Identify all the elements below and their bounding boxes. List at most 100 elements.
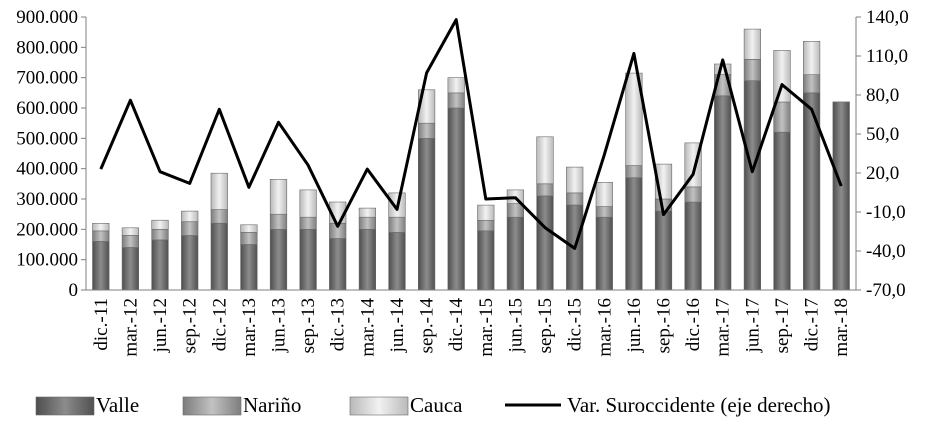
bar-nari-o — [743, 59, 761, 82]
x-tick-label: mar.-17 — [713, 298, 734, 357]
x-tick-label: sep.-13 — [298, 298, 319, 353]
bar-cauca — [802, 40, 821, 76]
bar-valle — [447, 107, 465, 291]
x-tick-label: dic.-13 — [328, 298, 349, 351]
bar-nari-o — [210, 209, 228, 224]
y-left-tick-label: 400.000 — [16, 159, 78, 180]
legend-label-var-suroccidente-eje-derecho: Var. Suroccidente (eje derecho) — [567, 393, 831, 417]
bar-cauca — [566, 166, 584, 194]
bar-nari-o — [773, 101, 791, 133]
bar-nari-o — [388, 216, 406, 233]
x-tick-label: mar.-18 — [831, 298, 852, 357]
bar-cauca — [299, 189, 317, 218]
bar-cauca — [358, 207, 377, 218]
x-tick-label: jun.-13 — [269, 298, 290, 353]
bar-nari-o — [625, 165, 643, 179]
bar-valle — [625, 177, 643, 291]
bar-cauca — [181, 210, 199, 223]
legend-swatch-nari-o — [182, 396, 242, 416]
y-left-tick-label: 500.000 — [16, 128, 78, 149]
y-left-tick-label: 900.000 — [16, 7, 78, 28]
bar-valle — [654, 210, 673, 291]
bar-cauca — [447, 77, 465, 94]
bar-group — [92, 28, 850, 291]
x-tick-label: mar.-13 — [239, 298, 260, 357]
bar-nari-o — [417, 122, 436, 139]
y-left-tick-label: 800.000 — [16, 37, 78, 58]
bar-valle — [743, 80, 761, 291]
bar-nari-o — [536, 183, 554, 197]
bar-nari-o — [477, 219, 495, 232]
x-tick-label: dic.-15 — [565, 298, 586, 351]
y-right-tick-label: -10,0 — [866, 202, 906, 223]
y-right-tick-label: -70,0 — [866, 280, 906, 301]
bar-valle — [832, 101, 850, 291]
y-right-tick-label: 110,0 — [866, 46, 908, 67]
bar-valle — [388, 232, 406, 291]
bar-cauca — [92, 223, 110, 232]
y-right-tick-label: 80,0 — [866, 85, 899, 106]
x-tick-label: mar.-15 — [476, 298, 497, 357]
line-var-suroccidente — [99, 18, 843, 250]
bar-nari-o — [269, 213, 288, 230]
x-tick-label: mar.-14 — [357, 298, 378, 357]
bar-cauca — [210, 172, 228, 210]
y-left-tick-label: 300.000 — [16, 189, 78, 210]
legend: Valle Nariño Cauca Var. Suroccidente (eje d… — [35, 393, 831, 417]
x-tick-label: mar.-16 — [594, 298, 615, 357]
x-tick-label: sep.-17 — [772, 298, 793, 353]
bar-nari-o — [240, 232, 258, 245]
bar-valle — [506, 216, 525, 291]
bar-nari-o — [92, 230, 110, 242]
x-tick-label: jun.-15 — [505, 298, 526, 353]
bar-valle — [684, 201, 702, 291]
y-right-tick-label: 20,0 — [866, 163, 899, 184]
bar-nari-o — [151, 229, 169, 241]
y-left-tick-label: 100.000 — [16, 250, 78, 271]
bar-valle — [181, 235, 199, 291]
bar-valle — [358, 229, 377, 291]
x-tick-label: sep.-15 — [535, 298, 556, 353]
bar-valle — [714, 95, 732, 291]
bar-valle — [151, 239, 169, 291]
bar-valle — [92, 241, 110, 291]
line-group — [99, 18, 843, 250]
bar-valle — [329, 238, 347, 291]
bar-cauca — [240, 224, 258, 233]
y-right-tick-label: -40,0 — [866, 241, 906, 262]
bar-nari-o — [566, 192, 584, 206]
y-left-tick-label: 200.000 — [16, 219, 78, 240]
legend-label-cauca: Cauca — [410, 393, 463, 417]
axes: 0 100.000 200.000 300.000 400.000 500.000 600.… — [16, 7, 909, 357]
x-tick-label: jun.-16 — [624, 298, 645, 353]
bar-cauca — [536, 136, 554, 185]
x-tick-label: dic.-16 — [683, 298, 704, 351]
bar-valle — [210, 223, 228, 291]
bar-nari-o — [684, 186, 702, 203]
x-tick-label: jun.-14 — [387, 298, 408, 354]
bar-nari-o — [802, 74, 821, 94]
bar-valle — [417, 138, 436, 291]
x-tick-label: dic.-12 — [209, 298, 230, 351]
bar-valle — [121, 247, 139, 291]
x-tick-label: sep.-12 — [180, 298, 201, 353]
bar-nari-o — [447, 92, 465, 109]
bar-valle — [299, 229, 317, 291]
bar-cauca — [625, 72, 643, 166]
bar-cauca — [595, 182, 613, 207]
bar-nari-o — [595, 206, 613, 218]
bar-valle — [773, 132, 791, 291]
bar-cauca — [269, 179, 288, 215]
bar-nari-o — [121, 235, 139, 248]
x-tick-label: jun.-12 — [150, 298, 171, 353]
x-tick-label: dic.-17 — [802, 298, 823, 351]
bar-nari-o — [181, 221, 199, 236]
y-left-tick-label: 0 — [69, 280, 79, 301]
y-right-tick-label: 50,0 — [866, 124, 899, 145]
bar-cauca — [121, 227, 139, 236]
y-left-tick-label: 600.000 — [16, 98, 78, 119]
bar-valle — [477, 230, 495, 291]
legend-label-nari-o: Nariño — [243, 393, 301, 417]
bar-cauca — [151, 219, 169, 230]
